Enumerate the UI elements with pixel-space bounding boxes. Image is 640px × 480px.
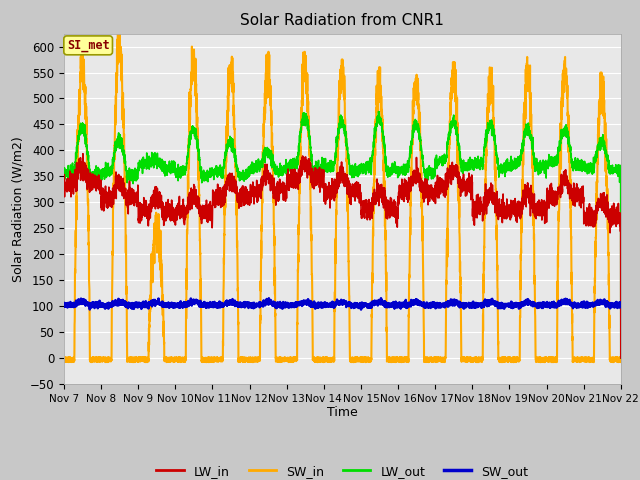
SW_in — [617, 359, 625, 364]
LW_in — [499, 204, 507, 210]
SW_out — [322, 301, 330, 307]
SW_out — [617, 304, 625, 310]
SW_in — [436, 356, 444, 361]
SW_in — [616, 359, 624, 365]
LW_out — [60, 169, 68, 175]
SW_in — [116, 28, 124, 34]
Text: SI_met: SI_met — [67, 39, 109, 52]
LW_out — [467, 157, 475, 163]
LW_in — [60, 185, 68, 191]
LW_out — [436, 159, 444, 165]
SW_in — [60, 358, 68, 364]
LW_out — [616, 173, 624, 179]
SW_in — [349, 360, 357, 365]
LW_out — [322, 165, 330, 171]
Title: Solar Radiation from CNR1: Solar Radiation from CNR1 — [241, 13, 444, 28]
LW_in — [79, 151, 87, 156]
SW_out — [436, 305, 444, 311]
LW_in — [322, 191, 330, 197]
LW_in — [436, 191, 444, 197]
SW_in — [499, 357, 507, 363]
SW_out — [357, 307, 365, 312]
SW_in — [468, 359, 476, 364]
Line: SW_in: SW_in — [64, 31, 621, 362]
Legend: LW_in, SW_in, LW_out, SW_out: LW_in, SW_in, LW_out, SW_out — [152, 460, 533, 480]
SW_in — [161, 339, 168, 345]
SW_out — [468, 305, 476, 311]
LW_in — [467, 186, 475, 192]
Y-axis label: Solar Radiation (W/m2): Solar Radiation (W/m2) — [11, 136, 24, 282]
LW_out — [375, 108, 383, 114]
SW_out — [160, 302, 168, 308]
X-axis label: Time: Time — [327, 407, 358, 420]
LW_out — [499, 169, 507, 175]
SW_out — [499, 301, 507, 307]
SW_out — [60, 304, 68, 310]
Line: LW_out: LW_out — [64, 111, 621, 358]
LW_in — [617, 355, 625, 361]
Line: LW_in: LW_in — [64, 154, 621, 358]
LW_in — [616, 218, 624, 224]
SW_in — [322, 357, 330, 363]
SW_out — [616, 303, 624, 309]
LW_in — [161, 204, 168, 209]
Line: SW_out: SW_out — [64, 298, 621, 310]
SW_out — [377, 295, 385, 301]
LW_out — [617, 355, 625, 361]
LW_out — [160, 161, 168, 167]
